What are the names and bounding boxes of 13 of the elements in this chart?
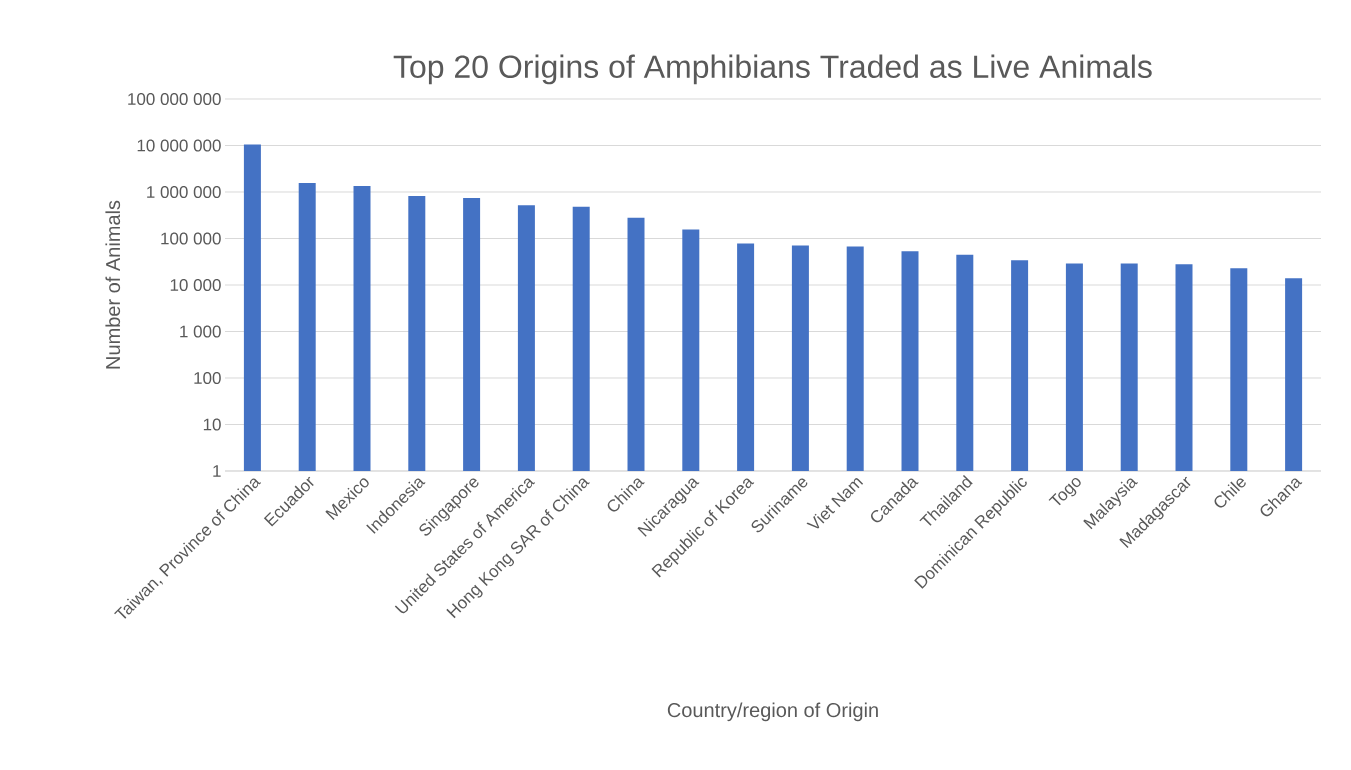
chart-title: Top 20 Origins of Amphibians Traded as Live Animals xyxy=(393,54,1152,85)
x-tick-label: Togo xyxy=(1048,477,1081,506)
y-tick-label: 1 xyxy=(213,465,221,477)
y-tick-label: 100 xyxy=(194,371,221,385)
y-axis-title: Number of Animals xyxy=(105,200,121,369)
y-tick-label: 10 000 000 xyxy=(137,139,221,152)
y-tick-label: 10 000 xyxy=(170,278,221,292)
y-tick-label: 10 xyxy=(203,418,221,431)
x-axis-title: Country/region of Origin xyxy=(667,702,878,722)
y-tick-label: 100 000 000 xyxy=(128,92,221,106)
y-tick-label: 100 000 xyxy=(161,232,221,245)
y-tick-label: 1 000 000 xyxy=(147,185,221,199)
y-tick-label: 1 000 xyxy=(180,325,221,338)
